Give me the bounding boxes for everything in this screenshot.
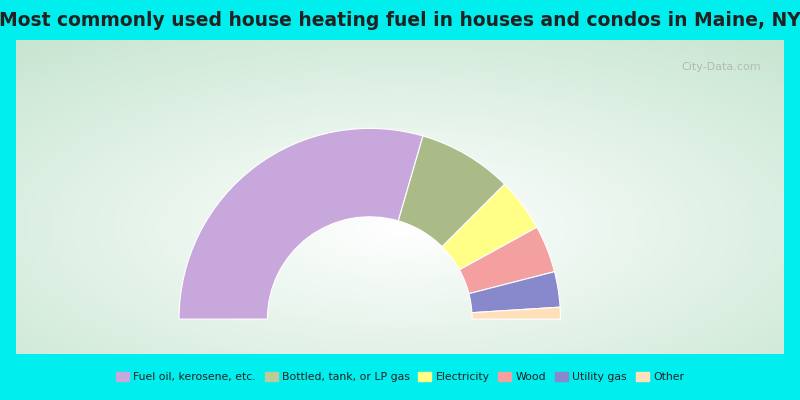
Wedge shape [179,128,423,319]
Wedge shape [469,272,560,313]
Wedge shape [472,307,561,319]
Wedge shape [459,227,554,294]
Wedge shape [398,136,505,247]
Text: Most commonly used house heating fuel in houses and condos in Maine, NY: Most commonly used house heating fuel in… [0,10,800,30]
Legend: Fuel oil, kerosene, etc., Bottled, tank, or LP gas, Electricity, Wood, Utility g: Fuel oil, kerosene, etc., Bottled, tank,… [116,372,684,382]
Wedge shape [442,184,537,270]
Text: City-Data.com: City-Data.com [682,62,761,72]
